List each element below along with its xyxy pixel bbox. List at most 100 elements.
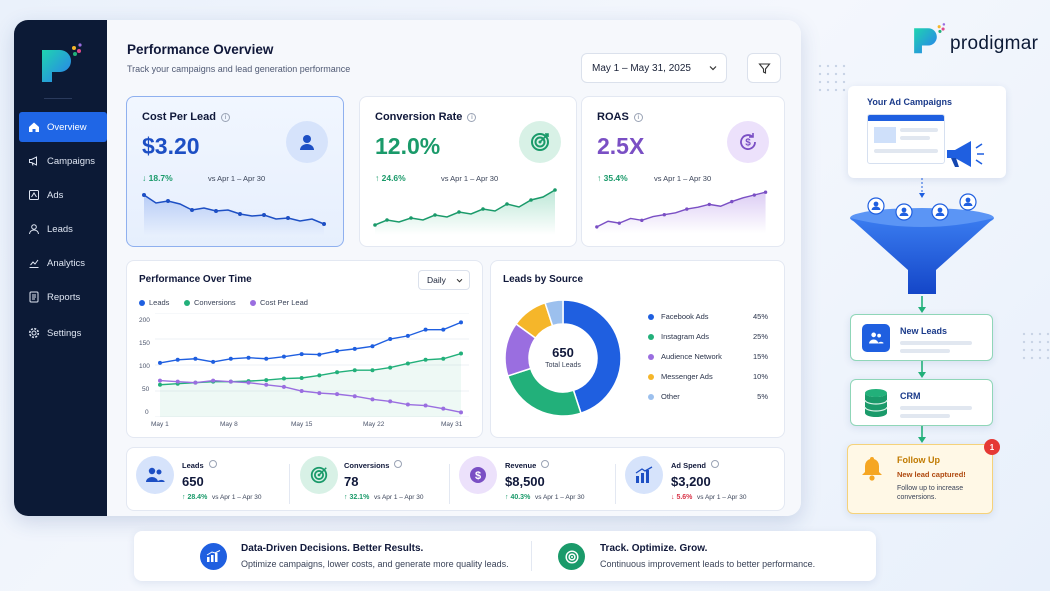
data-point xyxy=(175,379,180,384)
data-point xyxy=(281,354,286,359)
roas-sparkline xyxy=(595,190,768,234)
sidebar-item-label: Analytics xyxy=(47,257,86,269)
kpi-period: vs Apr 1 – Apr 30 xyxy=(654,174,712,183)
legend-conversions: Conversions xyxy=(184,298,236,307)
x-tick: May 1 xyxy=(151,421,169,428)
stat-change: ↓ 5.6% xyxy=(671,494,693,501)
divider xyxy=(44,98,72,99)
browser-illustration xyxy=(867,114,945,164)
home-icon xyxy=(29,122,39,132)
sidebar-item-overview[interactable]: Overview xyxy=(19,112,107,142)
info-icon: i xyxy=(633,113,643,122)
card-title: Follow Up xyxy=(897,455,940,465)
data-point xyxy=(352,394,357,399)
flow-arrow xyxy=(918,361,926,378)
x-tick: May 15 xyxy=(291,421,313,428)
kpi-value: 12.0% xyxy=(375,133,441,159)
kpi-card-conversion-rate[interactable]: Conversion Rate i 12.0% ↑ 24.6% vs Apr 1 … xyxy=(359,96,577,247)
filter-button[interactable] xyxy=(747,53,781,83)
megaphone-icon xyxy=(947,141,984,167)
data-point xyxy=(211,359,216,364)
data-point xyxy=(388,365,393,370)
sales-funnel-illustration xyxy=(850,193,994,294)
banner-right-text: Continuous improvement leads to better p… xyxy=(600,559,816,569)
decorative-dots xyxy=(816,62,846,92)
data-point xyxy=(423,403,428,408)
page-subtitle: Track your campaigns and lead generation… xyxy=(127,64,351,74)
database-icon xyxy=(864,389,888,417)
stat-value: 78 xyxy=(344,474,359,489)
kpi-title: ROAS i xyxy=(597,111,643,123)
data-point xyxy=(246,355,251,360)
data-point xyxy=(158,360,162,365)
data-point xyxy=(281,376,286,381)
banner-left-text: Optimize campaigns, lower costs, and gen… xyxy=(241,559,509,569)
ad-campaigns-card: Your Ad Campaigns xyxy=(848,86,1006,178)
new-leads-card: New Leads xyxy=(850,314,993,361)
data-point xyxy=(211,378,216,383)
flow-arrow xyxy=(918,426,926,443)
kpi-period: vs Apr 1 – Apr 30 xyxy=(208,174,266,183)
source-row: Facebook Ads 45% xyxy=(648,312,768,321)
series-line-leads xyxy=(159,321,462,364)
data-point xyxy=(405,402,410,407)
crm-card: CRM xyxy=(850,379,993,426)
sidebar: Overview Campaigns Ads Leads Analytics R… xyxy=(14,20,107,516)
target-icon xyxy=(519,121,561,163)
data-point xyxy=(299,376,304,380)
sidebar-item-campaigns[interactable]: Campaigns xyxy=(19,146,107,176)
kpi-value: $3.20 xyxy=(142,133,200,159)
flow-arrow xyxy=(919,178,925,198)
sidebar-item-analytics[interactable]: Analytics xyxy=(19,248,107,278)
data-point xyxy=(264,356,269,361)
data-point xyxy=(423,357,428,362)
kpi-change: ↑ 35.4% xyxy=(597,173,628,183)
data-point xyxy=(228,379,233,384)
data-point xyxy=(299,352,304,357)
y-tick: 150 xyxy=(139,340,150,347)
kpi-card-roas[interactable]: ROAS i 2.5X ↑ 35.4% vs Apr 1 – Apr 30 $ xyxy=(581,96,785,247)
leads-donut-chart xyxy=(504,299,622,417)
chevron-down-icon xyxy=(456,278,463,282)
date-range-picker[interactable]: May 1 – May 31, 2025 xyxy=(581,53,727,83)
sidebar-item-settings[interactable]: Settings xyxy=(19,318,107,348)
conversion-rate-sparkline xyxy=(373,188,557,235)
data-point xyxy=(388,399,393,404)
series-line-cost-per-lead xyxy=(159,379,462,414)
performance-line-chart xyxy=(155,313,469,417)
stat-value: $8,500 xyxy=(505,474,545,489)
sidebar-item-ads[interactable]: Ads xyxy=(19,180,107,210)
brand-name: prodigmar xyxy=(950,33,1039,54)
data-point xyxy=(441,327,446,332)
target-icon xyxy=(558,543,585,570)
data-point xyxy=(264,378,269,383)
sidebar-item-leads[interactable]: Leads xyxy=(19,214,107,244)
growth-chart-icon xyxy=(200,543,227,570)
data-point xyxy=(193,380,198,385)
panel-title: Performance Over Time xyxy=(139,274,252,285)
x-tick: May 8 xyxy=(220,421,238,428)
source-row: Other 5% xyxy=(648,392,768,401)
sidebar-item-label: Settings xyxy=(47,327,82,339)
data-point xyxy=(335,370,340,375)
data-point xyxy=(405,361,410,366)
megaphone-icon xyxy=(29,156,37,166)
svg-text:$: $ xyxy=(745,138,751,149)
stat-period: vs Apr 1 – Apr 30 xyxy=(374,494,424,501)
data-point xyxy=(388,337,393,341)
kpi-card-cost-per-lead[interactable]: Cost Per Lead i $3.20 ↓ 18.7% vs Apr 1 – … xyxy=(126,96,344,247)
stat-change: ↑ 28.4% xyxy=(182,494,208,501)
data-point xyxy=(370,368,375,373)
kpi-period: vs Apr 1 – Apr 30 xyxy=(441,174,499,183)
data-point xyxy=(459,320,463,325)
sidebar-item-reports[interactable]: Reports xyxy=(19,282,107,312)
granularity-select[interactable]: Daily xyxy=(418,270,470,290)
data-point xyxy=(370,344,375,349)
data-point xyxy=(441,356,446,361)
performance-over-time-panel: Performance Over Time Daily Leads Conver… xyxy=(126,260,483,438)
main-content: Performance Overview Track your campaign… xyxy=(107,20,801,516)
user-icon xyxy=(286,121,328,163)
stat-period: vs Apr 1 – Apr 30 xyxy=(535,494,585,501)
bar-chart-icon xyxy=(625,456,663,494)
x-tick: May 22 xyxy=(363,421,385,428)
